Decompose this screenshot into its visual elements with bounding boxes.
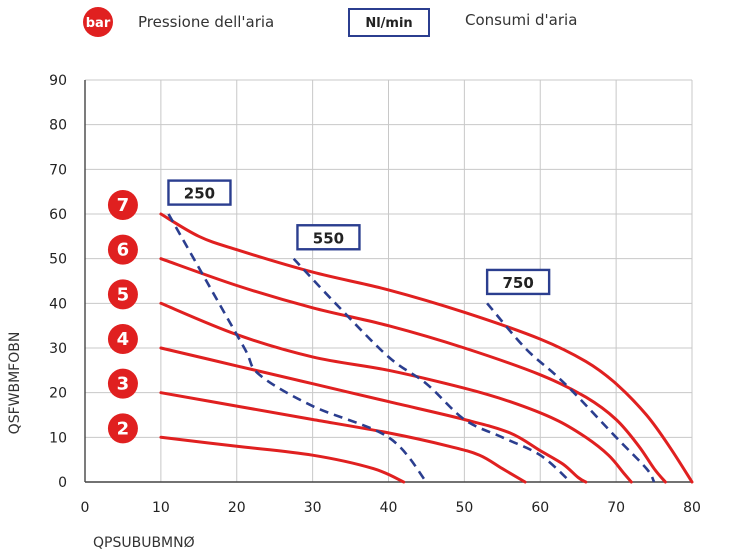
pressure-curve-4 bbox=[159, 346, 588, 484]
axis-ticks: 0 10 20 30 40 50 60 70 80 0 10 20 30 40 50 60 70 80 90 bbox=[49, 73, 701, 516]
pressure-curve-2 bbox=[159, 435, 406, 484]
y-tick-label: 30 bbox=[49, 341, 67, 357]
y-tick-label: 0 bbox=[58, 475, 67, 491]
y-tick-label: 50 bbox=[49, 252, 67, 268]
pressure-badge-7 bbox=[107, 190, 138, 220]
flow-line-250 bbox=[167, 213, 428, 483]
legend-bar-badge bbox=[83, 7, 113, 37]
x-axis-title: QPSUBUBMNØ bbox=[93, 535, 195, 551]
flow-lines bbox=[167, 213, 656, 483]
flow-labels: 250 550 750 bbox=[167, 179, 551, 296]
y-axis-title: QSFWBMFOBN bbox=[7, 332, 23, 435]
x-tick-label: 30 bbox=[304, 500, 322, 516]
pressure-badge-label-7: 7 bbox=[117, 195, 130, 216]
legend-flow-label: Consumi d'aria bbox=[465, 11, 577, 29]
pressure-badge-label-6: 6 bbox=[117, 240, 130, 261]
pressure-badge-4 bbox=[107, 324, 138, 354]
y-tick-label: 70 bbox=[49, 162, 67, 178]
x-tick-label: 20 bbox=[228, 500, 246, 516]
x-tick-label: 80 bbox=[683, 500, 701, 516]
grid bbox=[84, 79, 693, 483]
x-tick-label: 60 bbox=[531, 500, 549, 516]
y-tick-label: 80 bbox=[49, 118, 67, 134]
x-tick-label: 50 bbox=[455, 500, 473, 516]
flow-line-550 bbox=[292, 257, 572, 483]
x-tick-label: 70 bbox=[607, 500, 625, 516]
y-tick-label: 40 bbox=[49, 296, 67, 312]
pressure-badge-5 bbox=[107, 279, 138, 310]
y-tick-label: 20 bbox=[49, 386, 67, 402]
pressure-curve-3 bbox=[159, 391, 527, 484]
legend-pressure-label: Pressione dell'aria bbox=[138, 13, 274, 31]
flow-box-label-750: 750 bbox=[502, 274, 533, 292]
flow-box-550 bbox=[296, 224, 361, 251]
flow-line-750 bbox=[486, 302, 656, 483]
legend-bar-badge-text: bar bbox=[86, 16, 111, 31]
pressure-badge-label-2: 2 bbox=[117, 418, 130, 439]
x-tick-label: 0 bbox=[81, 500, 90, 516]
flow-box-label-550: 550 bbox=[313, 229, 344, 247]
flow-box-750 bbox=[485, 268, 551, 296]
pressure-badge-6 bbox=[107, 234, 138, 265]
flow-box-label-250: 250 bbox=[184, 185, 215, 203]
y-tick-label: 10 bbox=[49, 430, 67, 446]
pressure-badge-3 bbox=[107, 368, 138, 399]
pressure-badge-label-5: 5 bbox=[117, 284, 130, 305]
y-tick-label: 90 bbox=[49, 73, 67, 89]
pressure-curve-5 bbox=[159, 301, 633, 484]
pressure-badges: 7 6 5 4 3 2 bbox=[107, 190, 138, 444]
pressure-badge-2 bbox=[107, 413, 138, 444]
x-tick-label: 40 bbox=[380, 500, 398, 516]
pressure-badge-label-3: 3 bbox=[117, 374, 130, 395]
y-tick-label: 60 bbox=[49, 207, 67, 223]
pressure-curves bbox=[159, 212, 694, 484]
pressure-curve-7 bbox=[159, 212, 694, 484]
pressure-badge-label-4: 4 bbox=[117, 329, 130, 350]
x-tick-label: 10 bbox=[152, 500, 170, 516]
legend-flow-badge bbox=[348, 8, 430, 37]
legend: bar Pressione dell'aria Nl/min Consumi d… bbox=[83, 7, 577, 37]
flow-box-250 bbox=[167, 179, 232, 206]
legend-flow-badge-text: Nl/min bbox=[365, 16, 412, 31]
pressure-curve-6 bbox=[159, 257, 667, 484]
